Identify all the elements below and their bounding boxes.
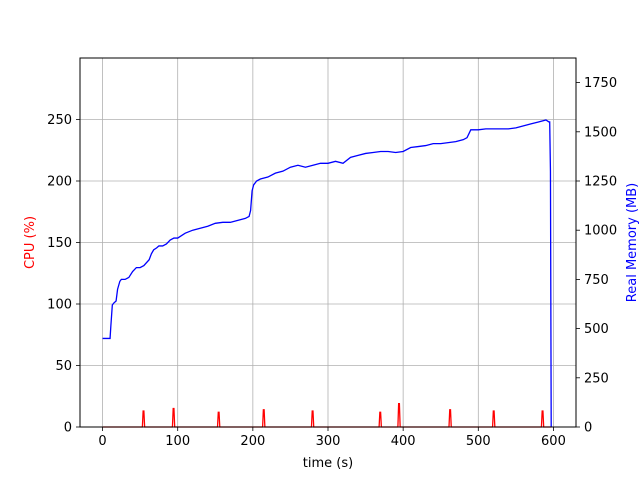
y-right-tick-label: 1000 [584,224,617,239]
y-right-tick-label: 250 [584,371,609,386]
y-left-tick-label: 150 [47,236,72,251]
x-axis-label: time (s) [303,456,353,471]
y-right-tick-label: 1500 [584,125,617,140]
y-right-tick-label: 750 [584,273,609,288]
y-left-tick-label: 50 [55,359,72,374]
y-right-tick-label: 0 [584,421,592,436]
x-tick-label: 100 [165,434,190,449]
ticks: 0 100 200 300 400 500 600 0 50 100 150 200 250 0 250 50… [47,76,617,449]
memory-series-line [102,119,552,428]
y-left-tick-label: 250 [47,113,72,128]
y-axis-right-label: Real Memory (MB) [625,183,640,302]
x-tick-label: 0 [98,434,106,449]
y-left-tick-label: 100 [47,298,72,313]
y-left-tick-label: 200 [47,175,72,190]
x-tick-label: 200 [240,434,265,449]
y-right-tick-label: 500 [584,322,609,337]
y-axis-left-label: CPU (%) [23,216,38,269]
y-left-tick-label: 0 [64,421,72,436]
y-right-tick-label: 1750 [584,76,617,91]
grid [80,58,576,428]
x-tick-label: 600 [541,434,566,449]
x-tick-label: 400 [391,434,416,449]
x-tick-label: 500 [466,434,491,449]
x-tick-label: 300 [316,434,341,449]
y-right-tick-label: 1250 [584,175,617,190]
